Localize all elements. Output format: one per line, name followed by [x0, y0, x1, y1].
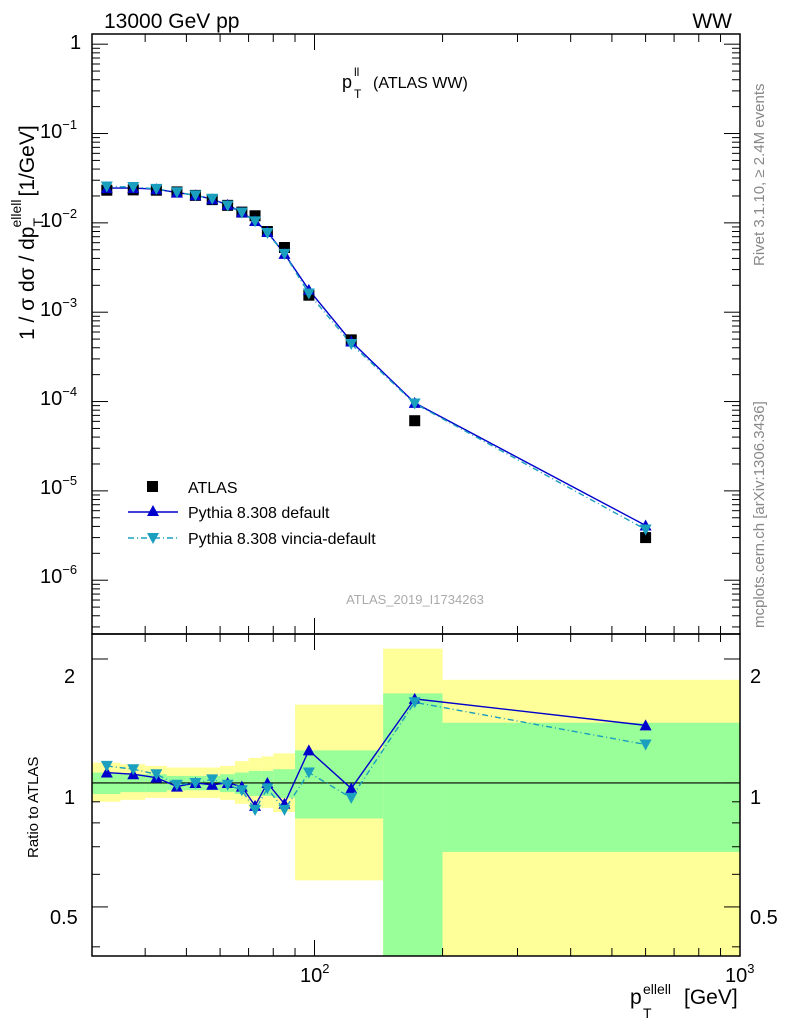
- legend-mc2-label: Pythia 8.308 vincia-default: [188, 531, 376, 548]
- ratio-tick-label-2-right: 2: [750, 666, 761, 688]
- ratio-tick-label-1-left: 1: [64, 787, 75, 809]
- y-tick-labels: 1 10−1 10−2 10−3 10−4 10−5 10−6: [40, 32, 81, 588]
- point-pythia-vincia: [249, 216, 262, 228]
- ratio-point-pythia-vincia: [206, 774, 219, 786]
- x-tick-label-1000: 103: [725, 961, 754, 987]
- ratio-panel-frame: [91, 633, 741, 957]
- ratio-point-pythia-vincia: [150, 769, 163, 781]
- ratio-band-inner: [383, 693, 443, 956]
- ratio-point-pythia-vincia: [170, 779, 183, 791]
- y-axis-label: 1 / σ dσ / dpTellell[1/GeV]: [8, 125, 46, 340]
- legend-mc1-marker: [147, 505, 159, 516]
- rivet-label: Rivet 3.1.10, ≥ 2.4M events: [751, 84, 768, 267]
- ratio-uncertainty-bands: [92, 648, 740, 956]
- title-sub: T: [354, 87, 362, 101]
- ylabel-main: 1 / σ dσ / dpTellell[1/GeV]: [8, 125, 46, 340]
- point-pythia-vincia: [221, 200, 234, 212]
- point-pythia-vincia: [302, 288, 315, 300]
- legend-mc2-marker: [147, 533, 159, 544]
- ratio-tick-label-05-right: 0.5: [750, 907, 778, 929]
- mcplots-label: mcplots.cern.ch [arXiv:1306.3436]: [751, 401, 768, 628]
- ratio-tick-label-1-right: 1: [750, 787, 761, 809]
- x-axis-label: p ellell T [GeV]: [630, 981, 738, 1021]
- ratio-point-pythia-vincia: [235, 785, 248, 797]
- point-pythia-vincia: [639, 524, 652, 536]
- y-tick-label-e-5: 10−5: [40, 473, 77, 499]
- ratio-point-pythia-default: [345, 782, 358, 794]
- legend: ATLAS Pythia 8.308 default Pythia 8.308 …: [128, 480, 376, 548]
- legend-atlas-marker: [147, 481, 158, 492]
- y-tick-label-e-6: 10−6: [40, 562, 77, 588]
- ratio-tick-label-2-left: 2: [64, 666, 75, 688]
- title-rest: (ATLAS WW): [373, 75, 468, 92]
- ratio-point-pythia-vincia: [639, 739, 652, 751]
- ratio-point-pythia-vincia: [345, 792, 358, 804]
- y-tick-label-e-3: 10−3: [40, 295, 77, 321]
- ratio-point-pythia-vincia: [221, 779, 234, 791]
- ratio-point-pythia-vincia: [302, 767, 315, 779]
- y-tick-label-e-2: 10−2: [40, 206, 77, 232]
- header-process: WW: [692, 10, 732, 33]
- xlabel-main: p: [630, 986, 642, 1009]
- point-pythia-vincia: [408, 398, 421, 410]
- ratio-band-inner: [442, 722, 740, 852]
- title-sup: ll: [354, 65, 359, 79]
- ratio-tick-label-05-left: 0.5: [50, 907, 78, 929]
- point-pythia-vincia: [278, 248, 291, 260]
- ratio-point-pythia-default: [302, 744, 315, 756]
- ratio-panel-marks: [100, 692, 652, 816]
- xlabel-unit: [GeV]: [684, 986, 738, 1009]
- ratio-point-pythia-default: [100, 766, 113, 778]
- point-pythia-vincia: [235, 207, 248, 219]
- legend-atlas-label: ATLAS: [188, 480, 238, 497]
- ratio-tick-labels: 2 1 0.5 2 1 0.5: [50, 666, 778, 929]
- point-atlas: [409, 415, 421, 427]
- x-tick-label-100: 102: [300, 961, 329, 987]
- ratio-point-pythia-vincia: [127, 764, 140, 776]
- ratio-point-pythia-vincia: [261, 783, 274, 795]
- ratio-point-pythia-vincia: [278, 804, 291, 816]
- y-tick-label-e-4: 10−4: [40, 384, 77, 410]
- point-pythia-vincia: [261, 227, 274, 239]
- legend-mc1-label: Pythia 8.308 default: [188, 505, 330, 522]
- ratio-point-pythia-default: [639, 719, 652, 731]
- point-pythia-vincia: [100, 181, 113, 193]
- y-tick-label-e-1: 10−1: [40, 117, 77, 143]
- ratio-band-inner: [314, 750, 384, 819]
- ratio-point-pythia-vincia: [189, 777, 202, 789]
- point-pythia-vincia: [127, 181, 140, 193]
- plot-title: p ll T (ATLAS WW): [342, 65, 468, 101]
- ratio-point-pythia-vincia: [408, 697, 421, 709]
- point-atlas: [278, 241, 290, 253]
- x-tick-labels: 102 103: [300, 961, 754, 987]
- ratio-point-pythia-vincia: [100, 760, 113, 772]
- axis-ticks: [91, 34, 741, 956]
- xlabel-sup: ellell: [643, 981, 671, 997]
- ratio-point-pythia-vincia: [249, 804, 262, 816]
- y-tick-label-1: 1: [70, 32, 81, 54]
- ratio-band-inner: [295, 750, 315, 819]
- point-pythia-vincia: [345, 339, 358, 351]
- xlabel-sub: T: [643, 1005, 652, 1021]
- point-atlas: [640, 532, 652, 544]
- title-main: p: [342, 72, 352, 92]
- header-energy: 13000 GeV pp: [104, 10, 239, 33]
- main-panel-marks: [100, 181, 652, 544]
- point-pythia-vincia: [206, 193, 219, 205]
- analysis-tag: ATLAS_2019_I1734263: [346, 592, 484, 607]
- ratio-y-label: Ratio to ATLAS: [25, 757, 42, 858]
- point-pythia-vincia: [150, 183, 163, 195]
- point-pythia-vincia: [189, 190, 202, 202]
- point-pythia-vincia: [170, 187, 183, 199]
